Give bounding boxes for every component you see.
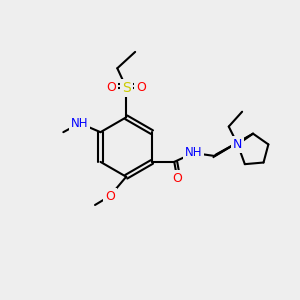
Text: NH: NH bbox=[71, 117, 88, 130]
Text: O: O bbox=[105, 190, 115, 202]
Text: O: O bbox=[172, 172, 182, 185]
Text: O: O bbox=[136, 81, 146, 94]
Text: NH: NH bbox=[185, 146, 202, 160]
Text: S: S bbox=[122, 81, 130, 94]
Polygon shape bbox=[213, 134, 253, 158]
Text: N: N bbox=[233, 138, 242, 151]
Text: O: O bbox=[106, 81, 116, 94]
